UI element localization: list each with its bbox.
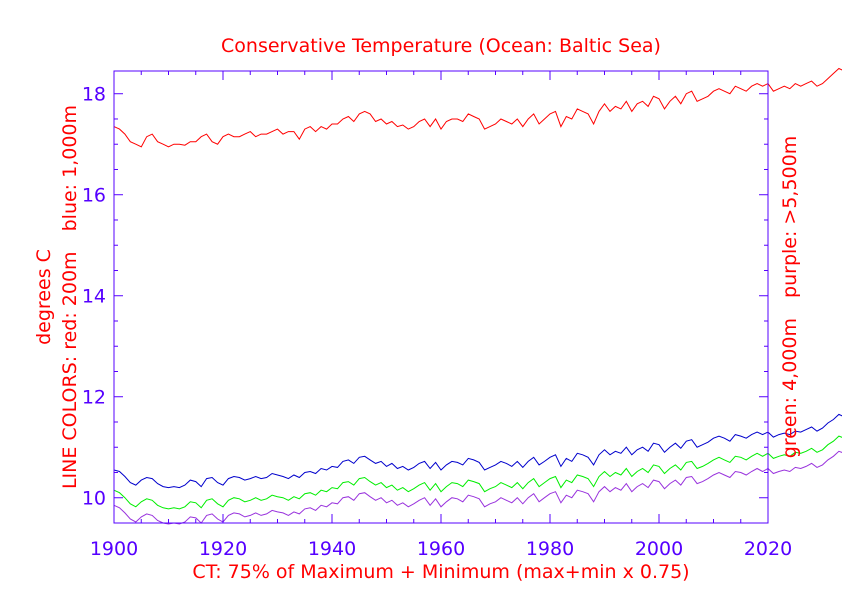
- x-tick-label: 1900: [90, 538, 138, 560]
- series-line-0: [113, 67, 842, 148]
- x-tick-label: 1920: [199, 538, 247, 560]
- y-axis-label-right-purple: purple: >5,500m: [779, 136, 801, 298]
- x-axis-label: CT: 75% of Maximum + Minimum (max+min x …: [192, 561, 689, 583]
- x-tick-label: 2020: [744, 538, 792, 560]
- y-tick-label: 10: [82, 488, 106, 510]
- x-tick-label: 1980: [526, 538, 574, 560]
- y-tick-label: 12: [82, 387, 106, 409]
- x-tick-label: 2000: [635, 538, 683, 560]
- y-tick-label: 18: [82, 84, 106, 106]
- series-line-3: [113, 450, 842, 525]
- x-tick-label: 1960: [417, 538, 465, 560]
- y-axis-label-right-green: green: 4,000m: [779, 318, 801, 458]
- y-axis-label-left-1: degrees C: [33, 249, 55, 345]
- series-line-2: [113, 435, 842, 510]
- y-axis-label-left-2: LINE COLORS: red: 200m blue: 1,000m: [59, 105, 81, 489]
- y-axis-label-left-line2: LINE COLORS: red: 200m blue: 1,000m: [59, 105, 81, 489]
- y-tick-label: 16: [82, 185, 106, 207]
- y-axis-label-left-line1: degrees C: [33, 249, 55, 345]
- series-layer: [113, 67, 842, 525]
- plot-frame: [113, 70, 769, 524]
- ticks-layer: 1900 1920 1940 1960 1980 2000 2020 10 12 14 16 18: [82, 71, 792, 560]
- x-tick-label: 1940: [308, 538, 356, 560]
- y-axis-label-right-text: green: 4,000m purple: >5,500m: [779, 136, 801, 458]
- chart-title: Conservative Temperature (Ocean: Baltic …: [221, 35, 661, 57]
- y-axis-label-left-series: LINE COLORS: red: 200m: [59, 251, 81, 489]
- series-line-1: [113, 413, 842, 489]
- y-tick-label: 14: [82, 286, 106, 308]
- y-axis-label-left-blue: blue: 1,000m: [59, 105, 81, 231]
- y-axis-label-right: green: 4,000m purple: >5,500m: [779, 136, 801, 458]
